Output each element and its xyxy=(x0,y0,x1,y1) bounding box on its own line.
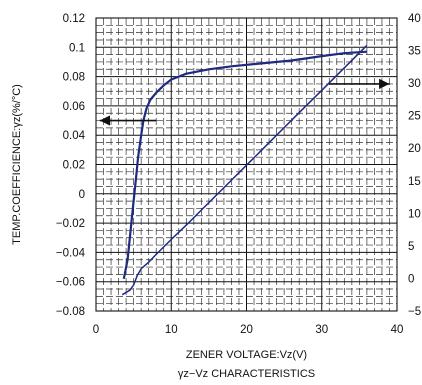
series-line-left xyxy=(122,50,367,280)
chart-subtitle: γz−Vz CHARACTERISTICS xyxy=(178,368,315,380)
y-left-tick-label: 0.08 xyxy=(63,72,85,84)
y-axis-left-title: TEMP.COEFFICIENCE:γz(%/°C) xyxy=(11,84,23,245)
y-right-tick-label: 15 xyxy=(408,176,421,188)
x-axis-title: ZENER VOLTAGE:Vz(V) xyxy=(186,349,307,361)
x-tick-label: 20 xyxy=(240,324,253,336)
plot-frame xyxy=(95,17,398,312)
y-left-tick-label: 0.04 xyxy=(63,130,86,142)
annotations xyxy=(99,78,390,126)
x-tick-label: 0 xyxy=(93,324,99,336)
y-right-tick-label: 40 xyxy=(408,13,421,25)
y-left-tick-label: 0 xyxy=(79,189,85,201)
x-tick-label: 30 xyxy=(315,324,328,336)
series-group xyxy=(121,44,368,296)
y-right-tick-label: 0 xyxy=(408,273,414,285)
x-axis-ticks: 0 10 20 30 40 xyxy=(93,324,404,336)
y-left-tick-label: −0.08 xyxy=(56,306,85,318)
y-right-tick-label: 35 xyxy=(408,46,421,58)
y-left-tick-label: −0.04 xyxy=(56,247,86,259)
y-right-tick-label: 10 xyxy=(408,208,421,220)
grid xyxy=(96,18,397,311)
y-left-tick-label: −0.02 xyxy=(56,218,85,230)
y-right-tick-label: 30 xyxy=(408,78,421,90)
x-tick-label: 40 xyxy=(391,324,404,336)
y-left-tick-label: 0.02 xyxy=(63,160,85,172)
y-left-tick-label: 0.1 xyxy=(69,42,85,54)
left-axis-ticks: −0.08 −0.06 −0.04 −0.02 0 0.02 0.04 0.06 0.08 0.1… xyxy=(56,13,86,318)
y-right-tick-label: 20 xyxy=(408,143,421,155)
y-right-tick-label: 25 xyxy=(408,111,421,123)
y-left-tick-label: 0.12 xyxy=(63,13,85,25)
y-right-tick-label: −5 xyxy=(408,306,421,318)
x-tick-label: 10 xyxy=(165,324,178,336)
series-line-right xyxy=(121,44,368,296)
y-right-tick-label: 5 xyxy=(408,241,414,253)
right-axis-ticks: −5 0 5 10 15 20 25 30 35 40 xyxy=(408,13,421,318)
y-left-tick-label: 0.06 xyxy=(63,101,85,113)
y-left-tick-label: −0.06 xyxy=(56,277,85,289)
